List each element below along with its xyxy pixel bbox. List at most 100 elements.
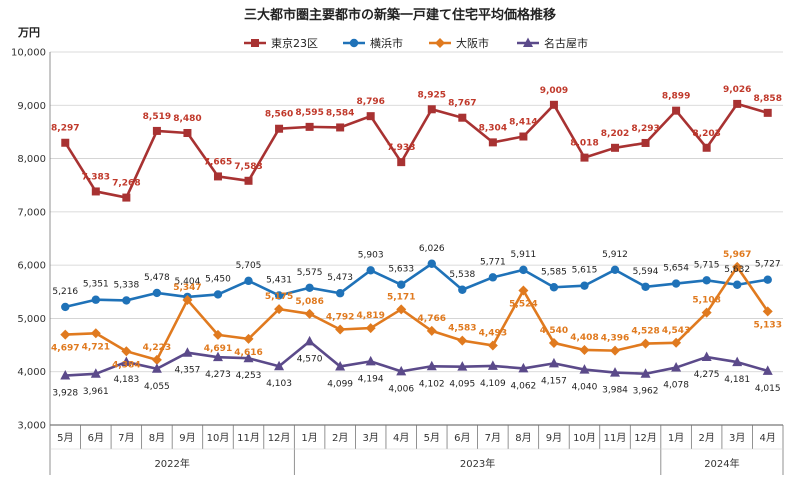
series-point-yokohama: [427, 259, 436, 268]
data-label-nagoya: 4,570: [297, 354, 323, 364]
y-tick-label: 4,000: [17, 367, 46, 378]
x-tick-label: 7月: [485, 432, 501, 444]
series-point-nagoya: [671, 362, 682, 372]
data-label-nagoya: 4,273: [205, 370, 231, 380]
data-label-tokyo23: 8,480: [173, 114, 201, 124]
series-line-nagoya: [65, 340, 769, 377]
data-label-osaka: 4,543: [662, 326, 690, 336]
data-label-osaka: 4,697: [51, 344, 79, 354]
series-point-nagoya: [274, 360, 285, 371]
series-point-osaka: [426, 325, 437, 336]
series-point-osaka: [335, 324, 346, 335]
series-point-yokohama: [274, 291, 284, 300]
series-point-tokyo23: [458, 113, 467, 122]
x-tick-label: 12月: [268, 432, 291, 444]
series-point-yokohama: [732, 280, 742, 289]
series-point-tokyo23: [275, 124, 284, 133]
series-point-nagoya: [548, 357, 559, 368]
series-osaka: [60, 261, 773, 365]
series-point-osaka: [487, 340, 498, 351]
series-point-nagoya: [243, 352, 254, 363]
y-tick-label: 5,000: [17, 314, 46, 325]
series-point-osaka: [732, 261, 743, 272]
data-label-yokohama: 5,473: [327, 273, 353, 283]
data-label-tokyo23: 7,665: [204, 157, 232, 167]
data-label-yokohama: 5,431: [266, 275, 292, 285]
series-point-nagoya: [121, 356, 132, 366]
series-point-tokyo23: [641, 138, 650, 147]
series-point-yokohama: [519, 265, 528, 275]
x-tick-label: 12月: [634, 432, 657, 444]
data-label-osaka: 4,583: [448, 324, 476, 334]
series-point-osaka: [182, 294, 193, 305]
data-label-yokohama: 5,705: [236, 261, 262, 271]
data-label-yokohama: 5,911: [511, 250, 537, 260]
data-label-osaka: 5,171: [387, 292, 415, 302]
series-point-tokyo23: [427, 105, 436, 114]
x-tick-label: 2月: [332, 432, 348, 444]
series-point-yokohama: [702, 276, 711, 285]
x-tick-label: 10月: [207, 432, 230, 444]
data-label-osaka: 4,540: [540, 326, 568, 336]
data-label-tokyo23: 8,018: [570, 139, 598, 149]
data-label-yokohama: 5,216: [52, 287, 78, 297]
data-label-yokohama: 5,912: [602, 250, 628, 260]
data-label-nagoya: 4,015: [755, 384, 781, 394]
x-tick-label: 6月: [454, 432, 470, 444]
data-label-osaka: 4,616: [234, 348, 262, 358]
data-label-nagoya: 4,078: [663, 381, 689, 391]
data-label-yokohama: 5,727: [755, 260, 781, 270]
series-point-yokohama: [213, 290, 223, 299]
data-label-nagoya: 4,275: [694, 370, 720, 380]
series-point-tokyo23: [672, 106, 681, 115]
y-tick-label: 6,000: [17, 261, 46, 272]
data-label-nagoya: 4,181: [724, 375, 750, 385]
series-point-osaka: [610, 345, 621, 356]
series-point-yokohama: [488, 273, 498, 282]
y-tick-label: 10,000: [11, 48, 46, 59]
series-point-tokyo23: [519, 132, 528, 141]
data-label-tokyo23: 8,595: [295, 108, 323, 118]
series-point-nagoya: [610, 367, 621, 377]
series-point-nagoya: [60, 370, 71, 380]
series-line-tokyo23: [64, 102, 769, 199]
legend-swatch-marker: [251, 39, 259, 47]
legend: 東京23区 横浜市 大阪市 名古屋市: [244, 36, 588, 50]
x-tick-label: 11月: [237, 432, 260, 444]
series-point-osaka: [60, 329, 71, 340]
data-label-osaka: 5,086: [295, 297, 323, 307]
series-point-tokyo23: [549, 100, 558, 109]
data-label-osaka: 4,766: [418, 314, 446, 324]
data-label-tokyo23: 8,414: [509, 118, 537, 128]
data-label-osaka: 5,967: [723, 250, 751, 260]
data-label-nagoya: 4,099: [327, 379, 353, 389]
x-year-label: 2023年: [460, 457, 495, 470]
data-label-tokyo23: 7,383: [82, 172, 110, 182]
data-label-yokohama: 5,450: [205, 274, 231, 284]
series-point-yokohama: [305, 283, 314, 292]
series-tokyo23: [61, 99, 772, 202]
y-tick-label: 9,000: [17, 101, 46, 112]
legend-label: 名古屋市: [544, 36, 588, 50]
data-label-tokyo23: 8,796: [356, 97, 384, 107]
series-point-osaka: [365, 323, 376, 334]
data-label-yokohama: 5,632: [724, 265, 750, 275]
series-point-nagoya: [151, 363, 162, 373]
series-point-osaka: [90, 328, 101, 339]
series-point-nagoya: [335, 360, 346, 371]
legend-item-osaka: 大阪市: [429, 36, 489, 50]
x-tick-label: 11月: [604, 432, 627, 444]
series-point-osaka: [212, 329, 223, 340]
x-tick-label: 8月: [515, 432, 531, 444]
data-label-osaka: 5,108: [692, 296, 720, 306]
x-tick-label: 3月: [729, 432, 745, 444]
legend-swatch-marker: [523, 37, 533, 47]
series-point-nagoya: [579, 364, 590, 374]
data-label-yokohama: 5,903: [358, 250, 384, 260]
x-tick-label: 6月: [88, 432, 104, 444]
data-label-tokyo23: 8,858: [753, 94, 781, 104]
x-tick-label: 2月: [698, 432, 714, 444]
x-tick-label: 8月: [149, 432, 165, 444]
